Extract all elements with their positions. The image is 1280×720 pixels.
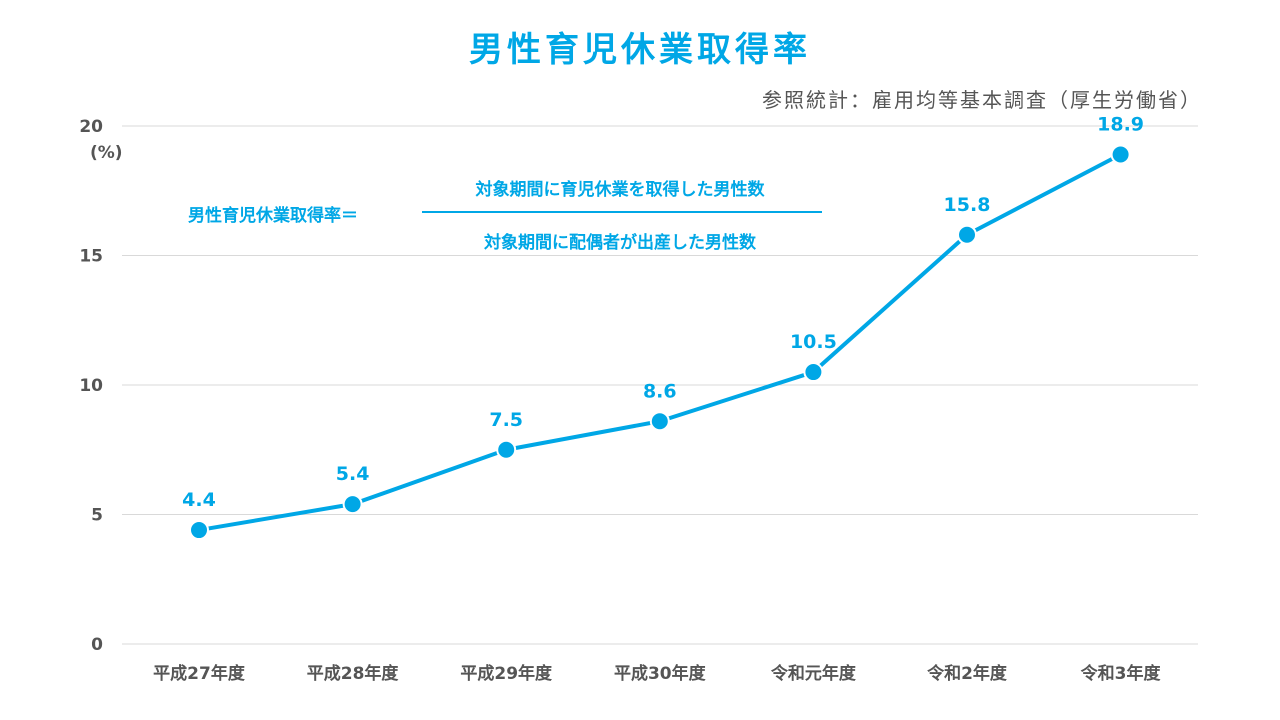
formula-fraction-bar — [422, 211, 822, 213]
data-point — [957, 224, 977, 245]
data-label: 15.8 — [944, 194, 991, 216]
data-label: 10.5 — [790, 331, 837, 353]
grid-lines — [122, 125, 1198, 645]
y-tick-label: 0 — [91, 635, 103, 655]
series-points — [189, 144, 1131, 541]
x-category-label: 平成29年度 — [460, 663, 553, 684]
x-category-label: 平成30年度 — [614, 663, 707, 684]
data-labels: 4.4 5.4 7.5 8.6 10.5 15.8 18.9 — [182, 113, 1144, 511]
x-category-label: 平成28年度 — [307, 663, 400, 684]
data-point — [803, 362, 824, 383]
y-axis-unit-label: (%) — [90, 143, 123, 163]
data-label: 5.4 — [336, 463, 370, 485]
x-category-label: 平成27年度 — [153, 663, 246, 684]
y-tick-label: 5 — [91, 506, 103, 526]
x-category-label: 令和元年度 — [771, 663, 857, 684]
data-point — [649, 411, 670, 432]
source-note: 参照統計：雇用均等基本調査（厚生労働省） — [762, 88, 1202, 112]
data-label: 8.6 — [643, 380, 677, 402]
y-tick-label: 10 — [79, 376, 103, 396]
y-tick-label: 20 — [79, 117, 103, 137]
data-point — [496, 439, 517, 460]
x-axis-categories: 平成27年度 平成28年度 平成29年度 平成30年度 令和元年度 令和2年度 令和3年度 — [153, 663, 1161, 684]
x-category-label: 令和2年度 — [927, 663, 1008, 684]
y-axis-ticks: 0 5 10 15 20 — [79, 117, 103, 655]
formula-numerator: 対象期間に育児休業を取得した男性数 — [475, 180, 765, 200]
formula-denominator: 対象期間に配偶者が出産した男性数 — [484, 233, 756, 253]
data-label: 4.4 — [182, 489, 216, 511]
data-point — [1110, 144, 1131, 165]
data-label: 7.5 — [489, 409, 523, 431]
data-label: 18.9 — [1097, 113, 1144, 135]
page-title: 男性育児休業取得率 — [469, 30, 811, 70]
x-category-label: 令和3年度 — [1081, 663, 1162, 684]
formula-left-side: 男性育児休業取得率＝ — [188, 206, 358, 226]
y-tick-label: 15 — [79, 247, 103, 267]
data-point — [342, 494, 363, 515]
data-point — [189, 520, 209, 541]
